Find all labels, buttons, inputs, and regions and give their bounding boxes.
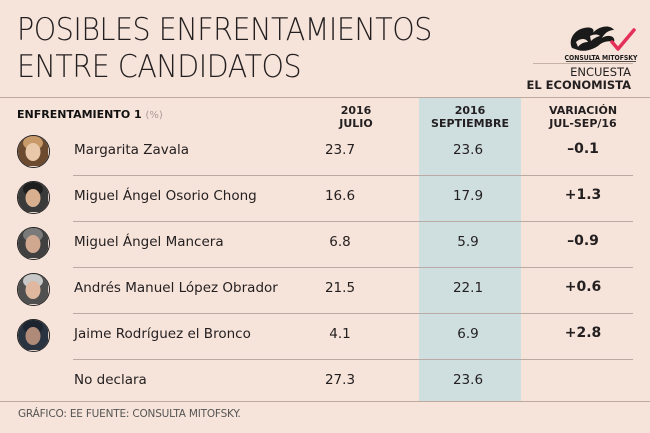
column-header-julio: 2016 JULIO (301, 104, 411, 130)
column-header-variacion: VARIACIÓN JUL-SEP/16 (528, 104, 638, 130)
portrait-icon (18, 228, 48, 259)
row-divider (73, 175, 633, 176)
footer-divider (0, 401, 650, 402)
consulta-mitofsky-logo: CONSULTA MITOFSKY (565, 26, 638, 62)
value-septiembre: 17.9 (452, 188, 484, 204)
column-header-line1: 2016 (454, 104, 486, 117)
table-row: Miguel Ángel Mancera 6.8 5.9 –0.9 (0, 221, 650, 267)
portrait-icon (18, 136, 48, 167)
value-variacion: +0.6 (564, 279, 602, 295)
column-header-line2: SEPTIEMBRE (431, 117, 509, 130)
header-divider (0, 97, 650, 98)
candidate-name: Jaime Rodríguez el Bronco (74, 326, 251, 342)
candidate-name: Miguel Ángel Mancera (74, 234, 224, 250)
value-julio: 4.1 (329, 326, 351, 342)
table-row: Miguel Ángel Osorio Chong 16.6 17.9 +1.3 (0, 175, 650, 221)
value-septiembre: 23.6 (452, 142, 484, 158)
row-divider (73, 221, 633, 222)
table-row: No declara 27.3 23.6 (0, 359, 650, 405)
column-header-septiembre: 2016 SEPTIEMBRE (415, 104, 525, 130)
candidate-name: No declara (74, 372, 147, 388)
portrait-icon (18, 182, 48, 213)
value-julio: 21.5 (324, 280, 356, 296)
value-variacion: +1.3 (564, 187, 602, 203)
column-header-line2: JULIO (339, 117, 373, 130)
value-variacion: +2.8 (564, 325, 602, 341)
page-title: POSIBLES ENFRENTAMIENTOS ENTRE CANDIDATO… (17, 12, 432, 86)
value-julio: 23.7 (324, 142, 356, 158)
survey-label: ENCUESTA (570, 65, 631, 79)
candidate-name: Margarita Zavala (74, 142, 190, 158)
row-divider (73, 267, 633, 268)
value-variacion: –0.1 (567, 141, 599, 157)
candidate-name: Miguel Ángel Osorio Chong (74, 188, 257, 204)
footer-credits: GRÁFICO: EE FUENTE: CONSULTA MITOFSKY. (18, 408, 241, 420)
table-row: Andrés Manuel López Obrador 21.5 22.1 +0.6 (0, 267, 650, 313)
section-unit: (%) (145, 110, 163, 121)
portrait-icon (18, 274, 48, 305)
value-julio: 16.6 (324, 188, 356, 204)
highlight-column-septiembre (419, 98, 521, 402)
candidate-name: Andrés Manuel López Obrador (74, 280, 278, 296)
table-row: Jaime Rodríguez el Bronco 4.1 6.9 +2.8 (0, 313, 650, 359)
survey-credit: ENCUESTA EL ECONOMISTA (526, 66, 631, 92)
value-septiembre: 5.9 (457, 234, 479, 250)
row-divider (73, 359, 633, 360)
survey-source: EL ECONOMISTA (526, 78, 631, 92)
checkmark-icon (610, 28, 636, 51)
avatar-portrait-mancera (17, 227, 50, 260)
value-septiembre: 22.1 (452, 280, 484, 296)
value-variacion: –0.9 (567, 233, 599, 249)
avatar-portrait-el-bronco (17, 319, 50, 352)
section-title: ENFRENTAMIENTO 1 (17, 108, 142, 121)
avatar-portrait-margarita-zavala (17, 135, 50, 168)
value-julio: 6.8 (329, 234, 351, 250)
section-label: ENFRENTAMIENTO 1 (%) (17, 108, 163, 121)
column-header-line2: JUL-SEP/16 (549, 117, 617, 130)
column-header-line1: VARIACIÓN (548, 104, 618, 117)
portrait-icon (18, 320, 48, 351)
avatar-portrait-lopez-obrador (17, 273, 50, 306)
table-row: Margarita Zavala 23.7 23.6 –0.1 (0, 129, 650, 175)
title-line-1: POSIBLES ENFRENTAMIENTOS (17, 12, 432, 48)
logo-divider (533, 63, 633, 64)
bird-icon (570, 26, 615, 51)
title-line-2: ENTRE CANDIDATOS (17, 49, 302, 85)
avatar-portrait-osorio-chong (17, 181, 50, 214)
value-septiembre: 23.6 (452, 372, 484, 388)
logo-text: CONSULTA MITOFSKY (565, 54, 638, 62)
value-septiembre: 6.9 (457, 326, 479, 342)
value-julio: 27.3 (324, 372, 356, 388)
column-header-line1: 2016 (340, 104, 372, 117)
row-divider (73, 313, 633, 314)
